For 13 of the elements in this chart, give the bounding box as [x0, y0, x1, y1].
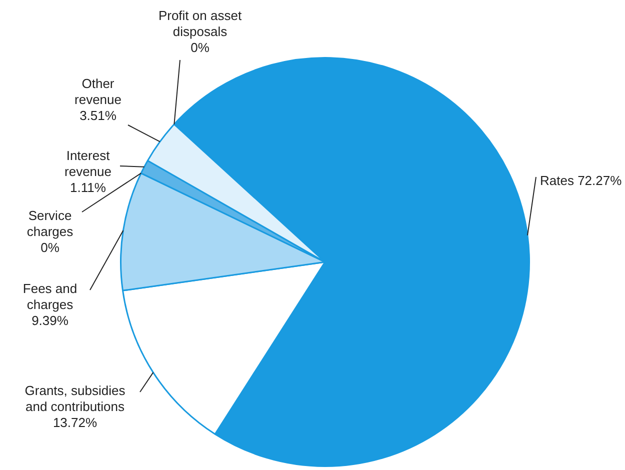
data-label: 3.51%: [80, 108, 117, 124]
slice-label: Fees and charges: [22, 281, 78, 312]
slice-label: Rates 72.27%: [540, 173, 622, 188]
data-label: 9.39%: [32, 313, 69, 328]
data-label: 13.72%: [52, 415, 98, 430]
slice-label: Other revenue: [74, 76, 122, 108]
category-label: Profit on asset disposals: [158, 8, 242, 40]
text: 0%: [40, 240, 60, 256]
category-label: Service charges: [26, 208, 74, 240]
text: 0%: [190, 40, 210, 56]
slice-label: Interest revenue: [64, 148, 112, 180]
slice-label: Grants, subsidies and contributions: [24, 383, 126, 414]
data-label: 1.11%: [70, 180, 106, 196]
